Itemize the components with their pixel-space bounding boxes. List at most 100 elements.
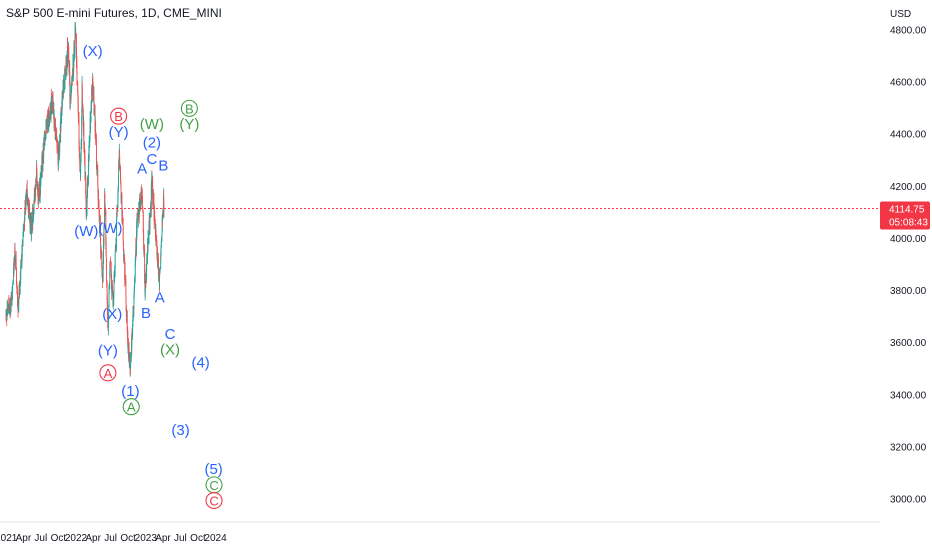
price-axis[interactable]: USD 3000.00 3200.00 3400.00 3600.00 3800.00 4… [890, 9, 927, 506]
candle-body [105, 210, 107, 245]
time-tick-label: 2021 [0, 533, 18, 544]
candle-body [106, 283, 108, 300]
price-tick-label: 4800.00 [890, 26, 927, 37]
candle-body [143, 234, 145, 250]
candle-body [125, 305, 127, 311]
candle-body [113, 290, 115, 299]
candle-body [102, 279, 104, 283]
candle-body [120, 179, 122, 184]
candle-body [142, 206, 144, 211]
candle-body [47, 118, 49, 129]
candle-body [126, 311, 128, 317]
candle-body [124, 280, 126, 282]
candle-body [27, 201, 29, 204]
price-tick-label: 3800.00 [890, 286, 927, 297]
time-tick-label: Jul [104, 533, 117, 544]
candle-body [37, 182, 38, 190]
candle-body [15, 256, 17, 270]
candle-body [73, 50, 75, 56]
candle-body [32, 216, 34, 221]
candle-body [106, 297, 108, 311]
candle-body [82, 103, 83, 105]
candle-body [25, 197, 27, 200]
candle-body [55, 125, 56, 139]
wave-label: B [185, 101, 194, 116]
candle-body [105, 243, 107, 256]
wave-label-circle [205, 491, 223, 510]
wave-label: B [158, 158, 168, 175]
candle-body [116, 212, 118, 223]
candle-body [121, 193, 123, 216]
candle-body [163, 196, 165, 210]
candle-body [18, 297, 20, 306]
candle-body [134, 285, 135, 288]
candle-body [154, 223, 156, 234]
price-tick-label: 4600.00 [890, 78, 927, 89]
candle-body [77, 82, 79, 91]
last-price-tag-background [880, 201, 930, 230]
candle-body [11, 298, 12, 302]
candle-body [138, 207, 140, 211]
candle-body [144, 280, 146, 289]
candle-body [125, 280, 127, 297]
candle-body [122, 241, 124, 251]
candle-body [77, 103, 79, 115]
time-tick-label: 2022 [65, 533, 88, 544]
time-tick-label: 2023 [135, 533, 158, 544]
candle-body [107, 309, 108, 318]
candle-body [25, 202, 27, 210]
candle-body [91, 83, 93, 97]
candle-body [112, 285, 113, 292]
wave-label: (X) [83, 43, 103, 60]
candle-body [117, 183, 119, 190]
candle-body [45, 123, 47, 125]
wave-label: (W) [98, 220, 122, 237]
time-tick-label: Oct [190, 533, 206, 544]
candle-body [8, 302, 10, 310]
candle-body [81, 115, 83, 142]
time-tick-label: Apr [85, 533, 101, 544]
time-tick-label: Jul [174, 533, 187, 544]
candle-body [111, 275, 112, 289]
candle-body [137, 217, 139, 220]
wave-label: (W) [74, 223, 98, 240]
candle-body [51, 104, 53, 108]
candle-body [88, 141, 90, 158]
candle-body [143, 250, 145, 255]
candle-body [159, 274, 160, 286]
candle-body [13, 265, 15, 274]
candle-body [99, 223, 101, 236]
candle-body [15, 256, 17, 262]
candle-body [159, 268, 161, 272]
candle-body [28, 205, 30, 217]
candle-body [146, 259, 148, 264]
candle-body [25, 190, 27, 197]
candle-body [37, 200, 39, 202]
candle-body [139, 201, 141, 208]
candle-body [63, 81, 65, 91]
time-tick-label: Oct [120, 533, 136, 544]
candle-body [60, 112, 62, 127]
candle-body [116, 222, 117, 248]
price-tick-label: 3200.00 [890, 442, 927, 453]
candle-body [130, 358, 132, 367]
price-tick-label: 4400.00 [890, 130, 927, 141]
candle-body [118, 165, 120, 181]
wave-label: A [155, 289, 165, 306]
candle-body [104, 192, 106, 208]
candle-body [109, 269, 111, 284]
candle-body [53, 116, 55, 126]
price-tick-label: 3400.00 [890, 390, 927, 401]
candle-body [48, 123, 50, 125]
candle-body [95, 138, 97, 162]
candle-body [131, 335, 133, 336]
time-axis[interactable]: 2021AprJulOct2022AprJulOct2023AprJulOct2… [0, 533, 227, 544]
candle-body [49, 111, 51, 117]
wave-label: (5) [204, 461, 222, 478]
candle-body [98, 193, 99, 204]
wave-label: C [146, 151, 157, 168]
candle-body [124, 269, 126, 283]
time-tick-label: Oct [51, 533, 67, 544]
candle-body [160, 256, 162, 270]
